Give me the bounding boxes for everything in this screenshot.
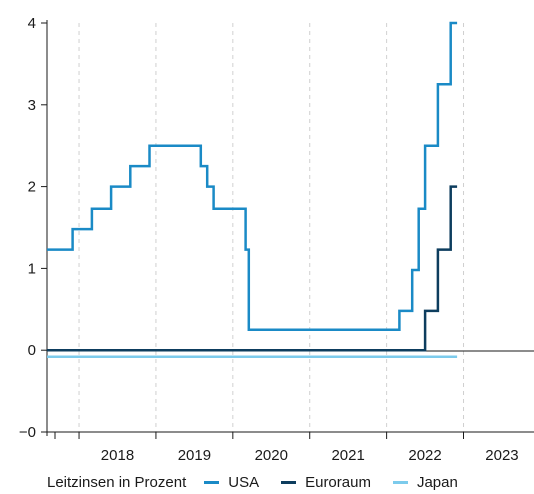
series-lines — [47, 21, 458, 358]
x-tick-label: 2023 — [485, 447, 518, 464]
vertical-grid — [78, 23, 465, 432]
x-tick-label: 2018 — [101, 447, 134, 464]
legend: Leitzinsen in Prozent USA Euroraum Japan — [0, 470, 534, 494]
legend-label-euroraum: Euroraum — [305, 473, 371, 491]
y-tick-label: −0 — [19, 424, 36, 441]
legend-swatch-japan — [392, 480, 408, 484]
y-tick-labels: 4 3 2 1 0 −0 — [19, 15, 36, 441]
y-tick-label: 2 — [28, 179, 36, 196]
y-tick-label: 4 — [28, 15, 36, 32]
axes — [41, 20, 534, 439]
series-line-usa — [47, 21, 458, 332]
x-tick-label: 2022 — [408, 447, 441, 464]
chart-svg: 4 3 2 1 0 −0 2018 2019 2020 2021 2022 2023 — [19, 15, 534, 464]
legend-label-japan: Japan — [416, 473, 458, 491]
x-tick-labels: 2018 2019 2020 2021 2022 2023 — [101, 447, 519, 464]
x-tick-label: 2019 — [178, 447, 211, 464]
series-line-euroraum — [47, 185, 458, 352]
y-tick-label: 3 — [28, 97, 36, 114]
legend-item-usa: USA — [204, 474, 259, 491]
legend-title: Leitzinsen in Prozent — [47, 473, 187, 491]
x-tick-label: 2021 — [331, 447, 364, 464]
legend-item-japan: Japan — [392, 473, 458, 491]
legend-label-usa: USA — [228, 473, 260, 491]
y-tick-label: 1 — [28, 260, 36, 277]
legend-swatch-euroraum — [281, 480, 297, 484]
x-tick-label: 2020 — [255, 447, 288, 464]
y-tick-label: 0 — [28, 342, 36, 359]
legend-swatch-usa — [204, 480, 220, 484]
legend-item-euroraum: Euroraum — [281, 474, 371, 491]
